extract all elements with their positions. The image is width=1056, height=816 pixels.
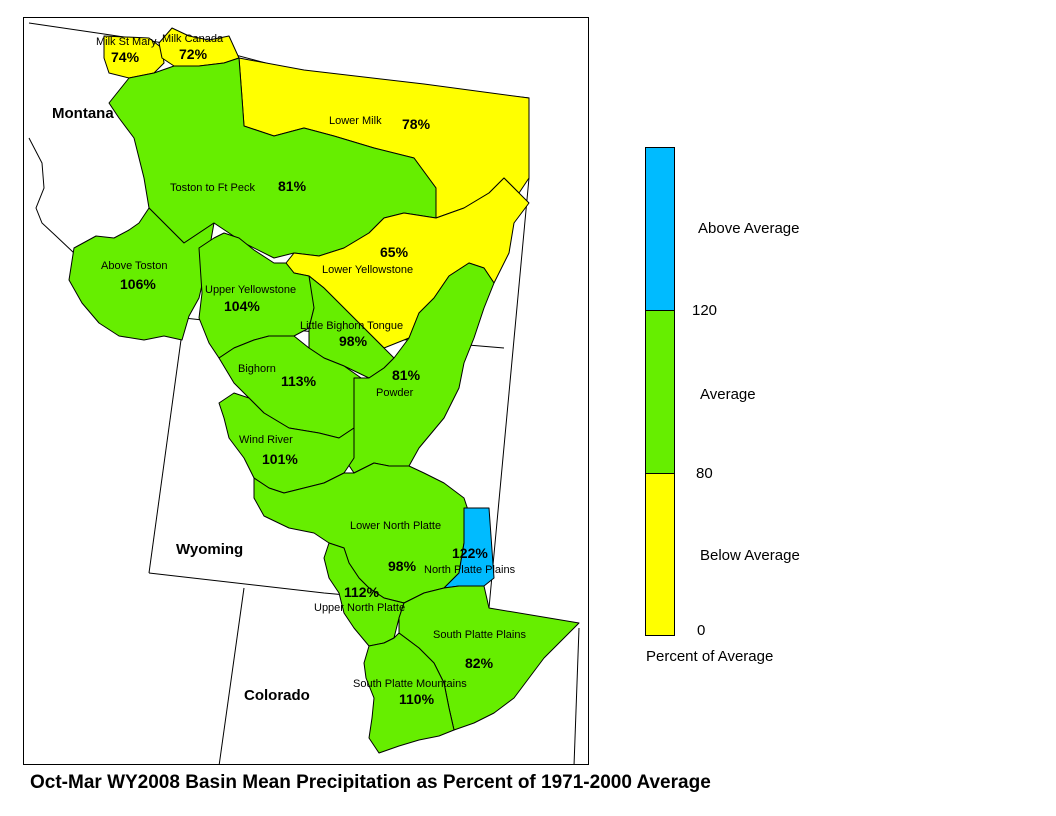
basin-pct-bighorn: 113% bbox=[281, 373, 317, 389]
legend-tick-80: 80 bbox=[696, 465, 713, 482]
basin-map: Montana Wyoming Colorado Milk St Mary Mi… bbox=[28, 22, 580, 764]
colorado-west-boundary bbox=[218, 587, 245, 764]
basin-pct-south-platte-plains: 82% bbox=[465, 655, 494, 671]
basin-pct-milk-st-mary: 74% bbox=[111, 49, 140, 65]
basin-name-toston-ft-peck: Toston to Ft Peck bbox=[170, 182, 255, 194]
legend-swatch-below bbox=[645, 473, 675, 636]
basin-pct-above-toston: 106% bbox=[120, 276, 156, 292]
basin-pct-little-bighorn-tongue: 98% bbox=[339, 333, 368, 349]
basin-name-bighorn: Bighorn bbox=[238, 363, 276, 375]
wyoming-east-boundary bbox=[488, 177, 530, 609]
basin-south-platte-mountains bbox=[363, 632, 455, 754]
legend-tick-0: 0 bbox=[697, 622, 706, 639]
basin-name-north-platte-plains: North Platte Plains bbox=[424, 564, 516, 576]
basin-name-little-bighorn-tongue: Little Bighorn Tongue bbox=[300, 320, 403, 332]
montana-west-boundary bbox=[28, 137, 75, 254]
basin-pct-wind-river: 101% bbox=[262, 451, 298, 467]
basin-percent-labels: 74% 72% 78% 81% 65% 106% 104% 98% 113% 8… bbox=[111, 46, 494, 707]
basin-name-lower-milk: Lower Milk bbox=[329, 115, 382, 127]
legend-label-average: Average bbox=[700, 386, 756, 403]
legend-swatch-above bbox=[645, 147, 675, 311]
basin-name-above-toston: Above Toston bbox=[101, 260, 167, 272]
basin-name-milk-canada: Milk Canada bbox=[162, 33, 224, 45]
basin-name-labels: Milk St Mary Milk Canada Lower Milk Tost… bbox=[96, 33, 526, 690]
basin-name-south-platte-mountains: South Platte Mountains bbox=[353, 678, 467, 690]
basin-name-south-platte-plains: South Platte Plains bbox=[433, 629, 526, 641]
figure-title: Oct-Mar WY2008 Basin Mean Precipitation … bbox=[30, 772, 711, 793]
state-label-montana: Montana bbox=[52, 105, 114, 122]
basin-name-powder: Powder bbox=[376, 387, 414, 399]
basin-name-upper-yellowstone: Upper Yellowstone bbox=[205, 284, 296, 296]
legend-swatch-average bbox=[645, 310, 675, 474]
basin-pct-lower-north-platte: 98% bbox=[388, 558, 417, 574]
basin-pct-upper-north-platte: 112% bbox=[344, 584, 380, 600]
legend-label-below: Below Average bbox=[700, 547, 800, 564]
wyoming-west-boundary bbox=[148, 317, 185, 574]
basin-name-wind-river: Wind River bbox=[239, 434, 293, 446]
basin-pct-north-platte-plains: 122% bbox=[452, 545, 488, 561]
basin-pct-milk-canada: 72% bbox=[179, 46, 208, 62]
legend-tick-120: 120 bbox=[692, 302, 718, 319]
basin-pct-south-platte-mountains: 110% bbox=[399, 691, 435, 707]
basin-name-lower-yellowstone: Lower Yellowstone bbox=[322, 264, 413, 276]
state-label-colorado: Colorado bbox=[244, 687, 310, 704]
basin-polygons bbox=[68, 27, 580, 754]
basin-pct-lower-yellowstone: 65% bbox=[380, 244, 409, 260]
state-label-wyoming: Wyoming bbox=[176, 541, 243, 558]
basin-name-milk-st-mary: Milk St Mary bbox=[96, 36, 157, 48]
basin-pct-lower-milk: 78% bbox=[402, 116, 431, 132]
basin-pct-powder: 81% bbox=[392, 367, 421, 383]
map-frame: Montana Wyoming Colorado Milk St Mary Mi… bbox=[23, 17, 589, 765]
basin-name-upper-north-platte: Upper North Platte bbox=[314, 602, 405, 614]
basin-name-lower-north-platte: Lower North Platte bbox=[350, 520, 441, 532]
legend-label-above: Above Average bbox=[698, 220, 800, 237]
colorado-east-boundary bbox=[573, 627, 580, 764]
basin-pct-toston-ft-peck: 81% bbox=[278, 178, 307, 194]
legend-caption: Percent of Average bbox=[646, 648, 774, 665]
basin-pct-upper-yellowstone: 104% bbox=[224, 298, 260, 314]
